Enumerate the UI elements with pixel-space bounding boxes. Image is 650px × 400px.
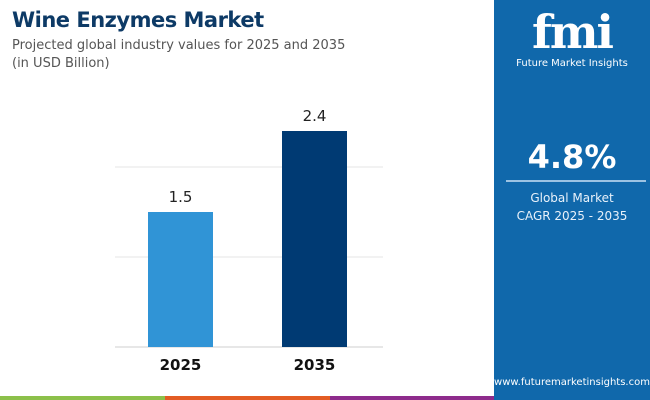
cagr-label-line2: CAGR 2025 - 2035 (516, 209, 628, 223)
website-link[interactable]: www.futuremarketinsights.com (494, 377, 650, 388)
chart-title: Wine Enzymes Market (12, 8, 264, 32)
data-label: 2.4 (303, 107, 327, 125)
bar-2025 (148, 212, 213, 347)
chart-subtitle: Projected global industry values for 202… (12, 37, 372, 73)
fmi-logo: fmi Future Market Insights (494, 6, 650, 69)
unit-text: (in USD Billion) (12, 56, 110, 71)
strip-purple (330, 396, 494, 400)
divider (506, 180, 646, 182)
cagr-label: Global Market CAGR 2025 - 2035 (494, 189, 650, 225)
strip-orange (165, 396, 330, 400)
brand-name: Future Market Insights (516, 58, 628, 69)
x-tick-label: 2025 (160, 356, 202, 374)
data-label: 1.5 (169, 188, 193, 206)
cagr-value: 4.8% (527, 138, 617, 176)
cagr-label-line1: Global Market (530, 191, 614, 205)
bar-2035 (282, 131, 347, 347)
strip-green (0, 396, 165, 400)
side-panel: fmi Future Market Insights 4.8% Global M… (494, 0, 650, 400)
bar-chart: 1.5 2025 2.4 2035 (115, 107, 383, 374)
subtitle-text: Projected global industry values for 202… (12, 38, 346, 53)
x-tick-label: 2035 (294, 356, 336, 374)
logo-mark: fmi (532, 5, 614, 59)
